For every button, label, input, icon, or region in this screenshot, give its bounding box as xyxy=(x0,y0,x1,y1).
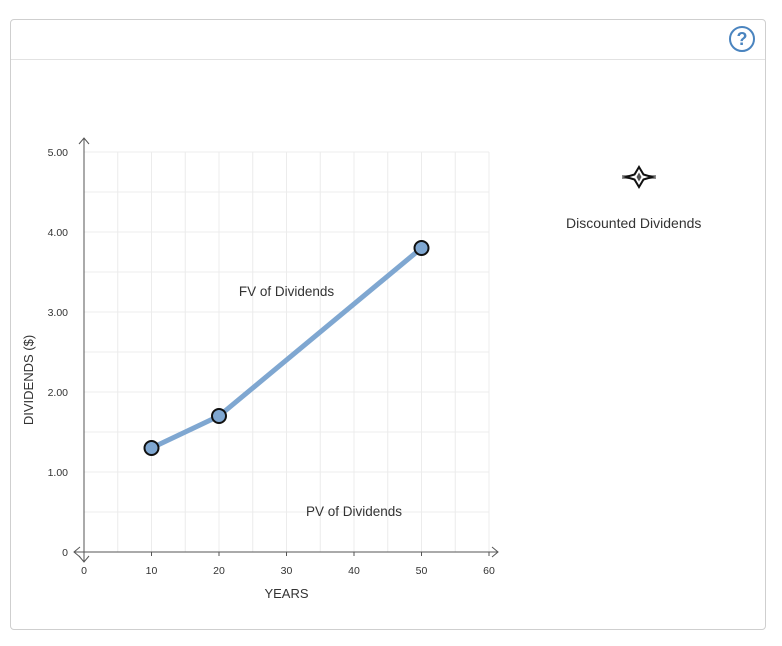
y-axis-arrow-up xyxy=(78,137,90,145)
x-tick-label: 0 xyxy=(81,565,87,577)
annotations: FV of Dividends PV of Dividends xyxy=(239,284,402,519)
y-tick-label: 3.00 xyxy=(48,307,69,319)
x-tick-label: 40 xyxy=(348,565,360,577)
tick-labels: 0 10 20 30 40 50 60 0 1.00 2.00 3.00 4.00 5.00 YEARS D… xyxy=(21,147,495,601)
data-point xyxy=(211,408,227,424)
series xyxy=(143,240,430,456)
y-tick-label: 0 xyxy=(62,547,68,559)
data-point xyxy=(143,440,160,456)
data-point xyxy=(413,240,430,256)
y-axis-arrow-down xyxy=(78,555,90,563)
x-tick-label: 30 xyxy=(281,565,293,577)
annotation-label: FV of Dividends xyxy=(239,284,335,299)
help-button[interactable]: ? xyxy=(729,26,755,52)
x-axis-arrow-left xyxy=(73,546,81,558)
x-tick-label: 10 xyxy=(146,565,158,577)
x-tick-label: 50 xyxy=(416,565,428,577)
y-tick-label: 4.00 xyxy=(48,227,69,239)
x-axis-title: YEARS xyxy=(264,586,308,601)
y-tick-label: 1.00 xyxy=(48,467,69,479)
x-tick-label: 20 xyxy=(213,565,225,577)
x-axis-arrow-right xyxy=(491,546,499,558)
y-axis-title: DIVIDENDS ($) xyxy=(21,335,36,425)
y-tick-label: 5.00 xyxy=(48,147,69,159)
annotation-label: PV of Dividends xyxy=(306,504,402,519)
discounted-dividends-label: Discounted Dividends xyxy=(566,215,702,231)
discounted-dividends-tool-icon[interactable] xyxy=(622,165,656,189)
panel-header: ? xyxy=(11,20,765,60)
y-tick-label: 2.00 xyxy=(48,387,69,399)
grid xyxy=(84,151,490,552)
x-tick-label: 60 xyxy=(483,565,495,577)
